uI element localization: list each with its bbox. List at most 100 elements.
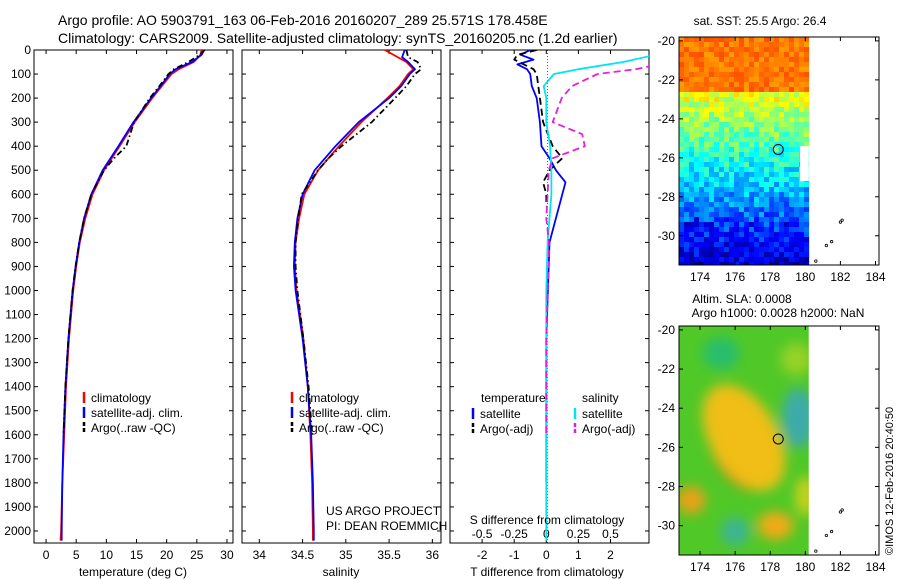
- sst-cell: [729, 157, 735, 163]
- sst-cell: [694, 127, 700, 133]
- sst-cell: [744, 62, 750, 68]
- sst-cell: [794, 237, 800, 243]
- sst-cell: [789, 207, 795, 213]
- sst-cell: [779, 142, 785, 148]
- sst-cell: [709, 97, 715, 103]
- sst-cell: [694, 172, 700, 178]
- sst-cell: [714, 252, 720, 258]
- sst-cell: [709, 227, 715, 233]
- sst-cell: [694, 82, 700, 88]
- sst-cell: [699, 187, 705, 193]
- sst-cell: [779, 212, 785, 218]
- sst-cell: [694, 62, 700, 68]
- sst-cell: [709, 237, 715, 243]
- sst-cell: [709, 122, 715, 128]
- sst-cell: [759, 97, 765, 103]
- sst-cell: [789, 77, 795, 83]
- sst-cell: [789, 197, 795, 203]
- sst-cell: [779, 242, 785, 248]
- legend-label: climatology: [299, 391, 359, 405]
- sst-cell: [699, 202, 705, 208]
- y-tick-label: 1200: [4, 332, 31, 346]
- sst-cell: [689, 57, 695, 63]
- sst-cell: [689, 132, 695, 138]
- sst-cell: [799, 37, 805, 43]
- sst-cell: [789, 72, 795, 78]
- sst-cell: [764, 122, 770, 128]
- sla-blob: [703, 337, 740, 370]
- temperature-xlabel: temperature (deg C): [79, 565, 187, 579]
- sla-no-data: [808, 326, 879, 555]
- sst-cell: [734, 37, 740, 43]
- sst-cell: [729, 247, 735, 253]
- sst-cell: [799, 257, 805, 263]
- sst-cell: [764, 157, 770, 163]
- map-y-tick-label: -20: [658, 34, 676, 48]
- sst-cell: [784, 117, 790, 123]
- sst-cell: [789, 127, 795, 133]
- sst-map-islands: [814, 218, 844, 263]
- sst-cell: [799, 72, 805, 78]
- sst-cell: [759, 167, 765, 173]
- sst-cell: [784, 87, 790, 93]
- sst-cell: [804, 197, 810, 203]
- sst-cell: [709, 77, 715, 83]
- sst-cell: [764, 62, 770, 68]
- sst-cell: [699, 192, 705, 198]
- sst-cell: [799, 122, 805, 128]
- sst-cell: [779, 127, 785, 133]
- sst-cell: [774, 182, 780, 188]
- sst-cell: [729, 227, 735, 233]
- sst-cell: [714, 197, 720, 203]
- sst-cell: [689, 62, 695, 68]
- sst-cell: [704, 217, 710, 223]
- sst-cell: [784, 127, 790, 133]
- sst-cell: [719, 207, 725, 213]
- sst-cell: [804, 182, 810, 188]
- sst-cell: [714, 107, 720, 113]
- sst-cell: [739, 42, 745, 48]
- sst-cell: [744, 162, 750, 168]
- sla-map-title-1: Altim. SLA: 0.0008: [692, 292, 792, 306]
- sst-cell: [764, 177, 770, 183]
- sst-cell: [764, 152, 770, 158]
- sst-cell: [689, 207, 695, 213]
- sst-cell: [719, 177, 725, 183]
- sst-cell: [759, 137, 765, 143]
- s-difference-label: S difference from climatology: [470, 513, 625, 527]
- sst-cell: [729, 42, 735, 48]
- sst-cell: [724, 137, 730, 143]
- sst-cell: [714, 52, 720, 58]
- sst-cell: [699, 147, 705, 153]
- sla-blobs: [679, 337, 816, 546]
- sst-cell: [739, 157, 745, 163]
- sst-cell: [789, 132, 795, 138]
- sst-cell: [764, 257, 770, 263]
- sst-cell: [684, 212, 690, 218]
- sst-cell: [734, 257, 740, 263]
- sst-cell: [684, 102, 690, 108]
- sst-cell: [714, 137, 720, 143]
- sst-cell: [684, 77, 690, 83]
- sst-cell: [679, 222, 685, 228]
- sst-cell: [799, 52, 805, 58]
- sst-map-cells: [679, 37, 810, 265]
- y-tick-label: 700: [11, 211, 31, 225]
- sst-cell: [704, 207, 710, 213]
- sst-cell: [689, 252, 695, 258]
- sst-cell: [789, 67, 795, 73]
- sst-cell: [699, 247, 705, 253]
- sst-cell: [774, 97, 780, 103]
- sst-cell: [734, 202, 740, 208]
- sst-cell: [729, 182, 735, 188]
- sst-cell: [714, 37, 720, 43]
- sst-cell: [684, 47, 690, 53]
- sst-cell: [754, 182, 760, 188]
- sst-cell: [739, 97, 745, 103]
- sst-cell: [769, 157, 775, 163]
- sst-cell: [694, 147, 700, 153]
- sst-cell: [774, 262, 780, 265]
- sst-cloud-gap: [800, 146, 809, 182]
- sst-cell: [749, 177, 755, 183]
